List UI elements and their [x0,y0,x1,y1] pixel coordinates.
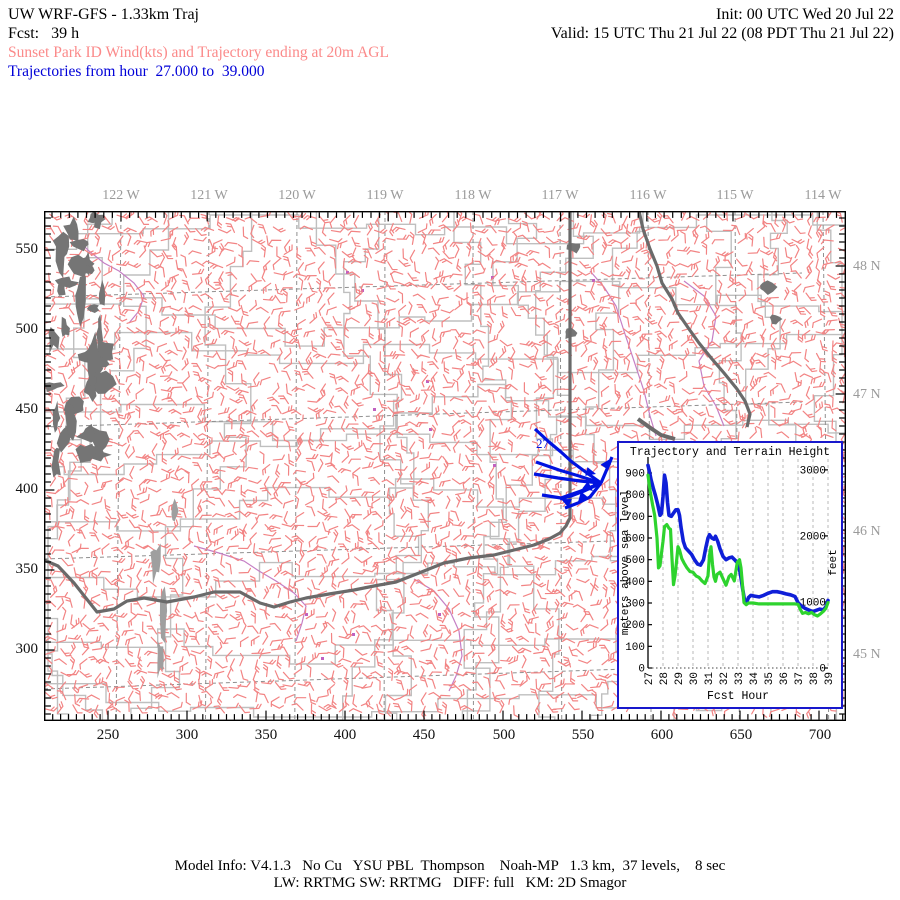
grid-y-label: 500 [15,321,39,337]
inset-title: Trajectory and Terrain Height [630,446,830,459]
inset-y-tick-label: 400 [625,577,645,589]
latitude-label: 48 N [853,259,881,274]
model-info-line1: Model Info: V4.1.3 No Cu YSU PBL Thompso… [174,858,726,874]
inset-y-tick-label: 900 [625,469,645,481]
longitude-label: 114 W [804,188,842,203]
longitude-label: 122 W [102,188,140,203]
longitude-label: 117 W [541,188,579,203]
inset-chart-panel: 0 100 200 300 400 500 600 700 800 900 0 1000 2000 300… [617,441,843,709]
inset-feet-tick-label: 2000 [800,531,826,543]
longitude-label: 116 W [629,188,667,203]
trajectory-arrowhead [585,467,596,476]
latitude-label: 47 N [853,387,881,402]
grid-y-label: 300 [15,641,39,657]
inset-chart: 0 100 200 300 400 500 600 700 800 900 0 1000 2000 300… [620,446,840,703]
grid-x-label: 400 [333,727,357,743]
inset-x-tick-label: 29 [674,672,686,685]
longitude-label: 118 W [454,188,492,203]
product-description: Sunset Park ID Wind(kts) and Trajectory … [8,44,389,61]
grid-x-label: 450 [412,727,436,743]
inset-feet-tick-label: 1000 [800,597,826,609]
inset-x-tick-label: 36 [779,672,791,685]
trajectory-hour-label: 27 [536,436,550,451]
trajectory-arrowhead [561,499,572,508]
longitude-label: 120 W [278,188,316,203]
inset-y-tick-label: 600 [625,534,645,546]
inset-series-trajectory [646,463,830,614]
inset-x-tick-label: 39 [824,672,836,685]
init-time: Init: 00 UTC Wed 20 Jul 22 [716,6,894,23]
grid-y-label: 550 [15,241,39,257]
latitude-label: 45 N [853,647,881,662]
inset-y-tick-label: 700 [625,512,645,524]
inset-x-tick-label: 28 [659,672,671,685]
grid-x-label: 700 [808,727,832,743]
trajectory-arrowhead [582,481,593,491]
latitude-label: 46 N [853,524,881,539]
map-border [44,211,846,721]
grid-x-label: 300 [175,727,199,743]
inset-ylabel: meters above sea level [620,490,632,635]
grid-x-label: 650 [729,727,753,743]
inset-x-tick-label: 38 [809,672,821,685]
inset-x-tick-label: 30 [689,672,701,685]
inset-y2label: feet [828,549,840,575]
water-bodies [44,211,783,478]
inset-y-tick-label: 100 [625,642,645,654]
inset-y-tick-label: 200 [625,620,645,632]
inset-xlabel: Fcst Hour [707,690,769,703]
grid-x-label: 550 [571,727,595,743]
trajectory-arrowhead [578,491,588,502]
plot-title: UW WRF-GFS - 1.33km Traj [8,6,199,23]
grid-y-label: 350 [15,561,39,577]
longitude-label: 119 W [366,188,404,203]
inset-x-tick-label: 32 [719,672,731,685]
inset-x-tick-label: 33 [734,672,746,685]
header-row-1: UW WRF-GFS - 1.33km Traj Init: 00 UTC We… [8,6,894,24]
grid-y-label: 450 [15,401,39,417]
state-borders [44,211,752,614]
inset-y-tick-label: 800 [625,490,645,502]
grid-x-label: 350 [254,727,278,743]
inset-series-terrain [646,473,830,618]
inset-y-tick-label: 0 [638,664,645,676]
longitude-label: 115 W [716,188,754,203]
inset-x-tick-label: 37 [794,672,806,685]
inset-y-tick-label: 500 [625,555,645,567]
inset-y-tick-label: 300 [625,599,645,611]
trajectory-lines [533,427,614,510]
longitude-label: 121 W [190,188,228,203]
inset-feet-tick-label: 0 [819,664,826,676]
header-row-2: Fcst: 39 h Valid: 15 UTC Thu 21 Jul 22 (… [8,25,894,43]
inset-x-tick-label: 34 [749,672,761,686]
model-info-line2: LW: RRTMG SW: RRTMG DIFF: full KM: 2D Sm… [273,875,627,891]
forecast-hour: Fcst: 39 h [8,25,80,42]
inset-feet-tick-label: 3000 [800,465,826,477]
trajectory-range: Trajectories from hour 27.000 to 39.000 [8,63,265,80]
inset-x-tick-label: 35 [764,672,776,685]
grid-x-label: 600 [650,727,674,743]
grid-x-label: 500 [492,727,516,743]
inset-x-tick-label: 27 [644,672,656,685]
trajectory-arrowhead [600,459,610,470]
trajectory-arrowhead [593,478,603,488]
valid-time: Valid: 15 UTC Thu 21 Jul 22 (08 PDT Thu … [550,25,894,42]
inset-x-tick-label: 31 [704,672,716,686]
grid-x-label: 250 [96,727,120,743]
grid-y-label: 400 [15,481,39,497]
